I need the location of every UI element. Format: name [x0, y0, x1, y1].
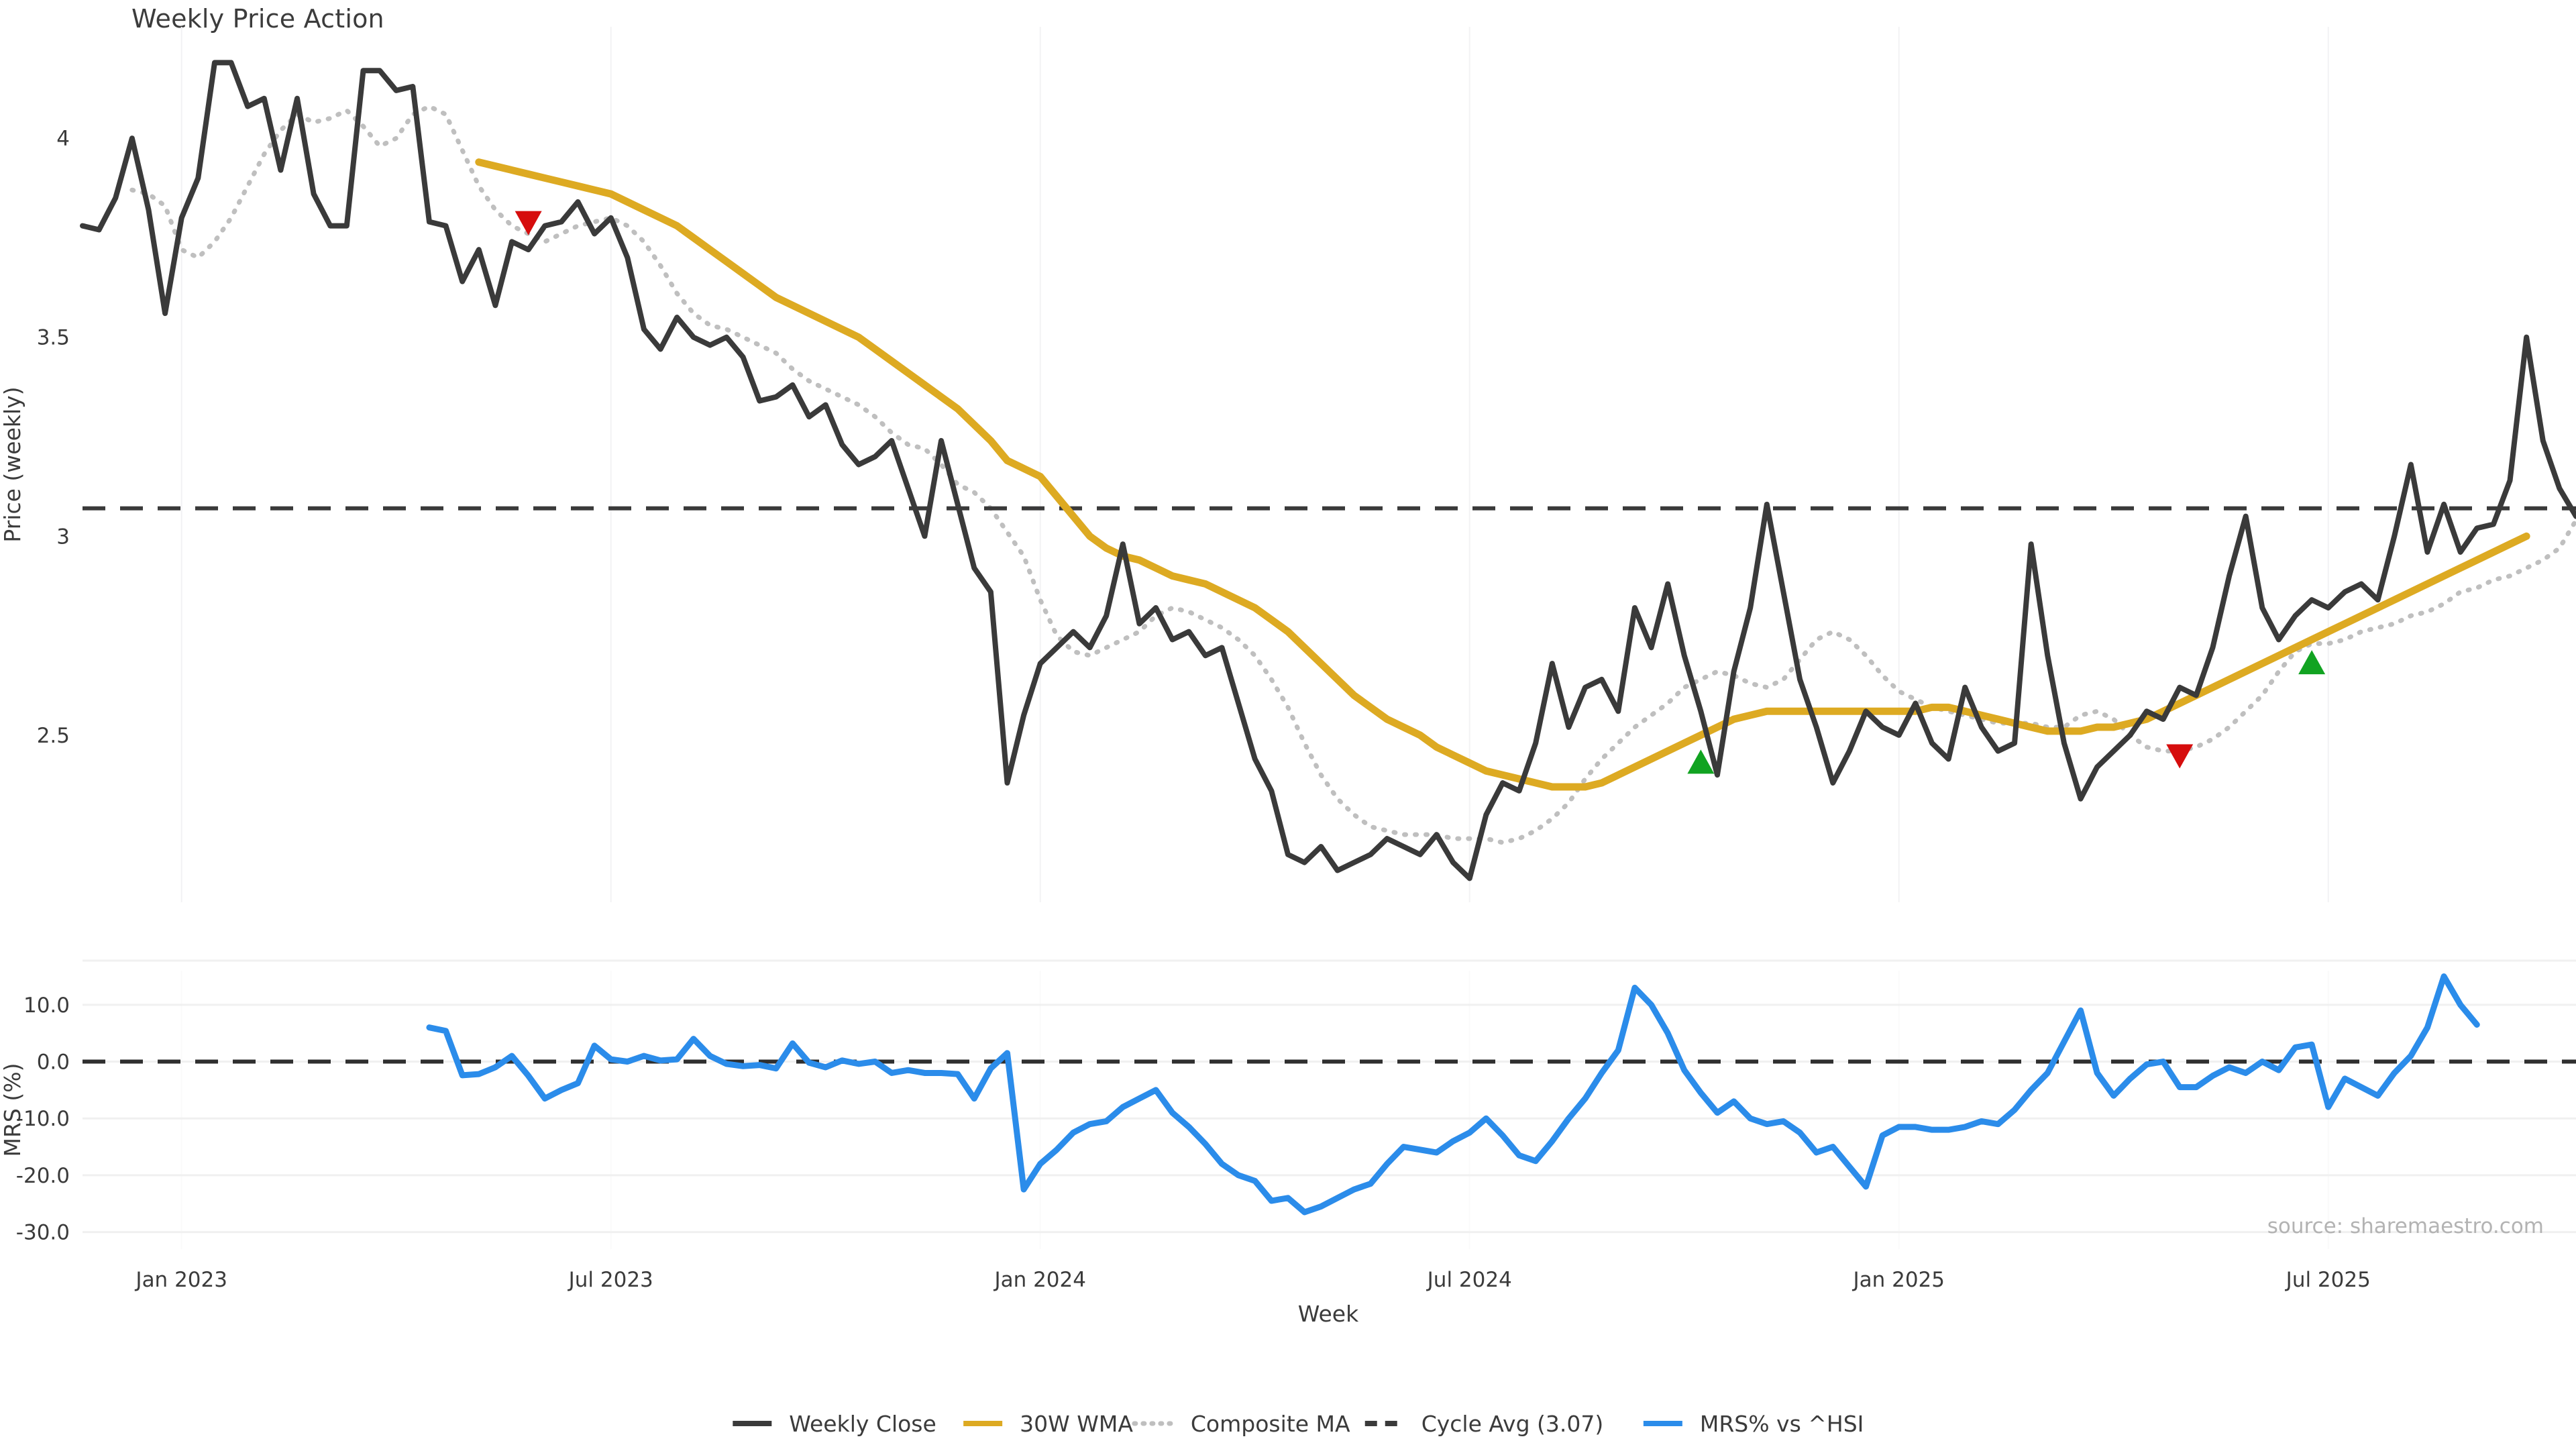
x-tick-label: Jul 2024: [1426, 1268, 1512, 1292]
mrs-axis-title: MRS (%): [0, 1063, 25, 1157]
price-y-tick-label: 3.5: [37, 326, 70, 350]
sell-signal-marker[interactable]: [2166, 744, 2194, 769]
buy-signal-marker[interactable]: [1687, 749, 1715, 774]
price-axis-title: Price (weekly): [0, 386, 25, 542]
sell-signal-marker[interactable]: [515, 211, 542, 235]
series-mrs-percent: [426, 973, 2480, 1216]
page-title: Weekly Price Action: [131, 4, 384, 34]
legend-label-1: Weekly Close: [789, 1411, 936, 1437]
x-tick-label: Jan 2024: [993, 1268, 1086, 1292]
buy-signal-marker[interactable]: [2298, 650, 2326, 675]
series-weekly-close: [80, 60, 2576, 881]
series-30w-wma: [475, 158, 2530, 791]
mrs-y-tick-label: -20.0: [16, 1164, 70, 1188]
legend-label-4: Cycle Avg (3.07): [1421, 1411, 1604, 1437]
mrs-panel: [83, 973, 2576, 1216]
mrs-y-tick-label: -10.0: [16, 1107, 70, 1131]
axes: 2.5 3 3.5 4 10.0 0.0 -10.0 -20.0 -30.0 Jan 2023 Ju…: [0, 127, 2371, 1327]
legend-label-2: 30W WMA: [1020, 1411, 1133, 1437]
price-y-tick-label: 3: [56, 525, 70, 549]
price-y-tick-label: 2.5: [37, 724, 70, 748]
price-y-tick-label: 4: [56, 127, 70, 151]
x-tick-label: Jan 2023: [134, 1268, 227, 1292]
legend-label-5: MRS% vs ^HSI: [1700, 1411, 1864, 1437]
mrs-y-tick-label: 0.0: [37, 1051, 70, 1075]
mrs-y-tick-label: 10.0: [23, 994, 70, 1018]
x-tick-label: Jul 2025: [2285, 1268, 2371, 1292]
series-composite-ma: [129, 103, 2576, 845]
x-tick-label: Jan 2025: [1851, 1268, 1945, 1292]
week-axis-title: Week: [1298, 1301, 1359, 1327]
x-tick-label: Jul 2023: [568, 1268, 653, 1292]
source-watermark: source: sharemaestro.com: [2267, 1214, 2544, 1238]
price-panel: [80, 60, 2576, 881]
chart-legend: Weekly Close 30W WMA Composite MA Cycle Avg…: [733, 1411, 1864, 1437]
mrs-y-tick-label: -30.0: [16, 1221, 70, 1245]
legend-label-3: Composite MA: [1191, 1411, 1350, 1437]
